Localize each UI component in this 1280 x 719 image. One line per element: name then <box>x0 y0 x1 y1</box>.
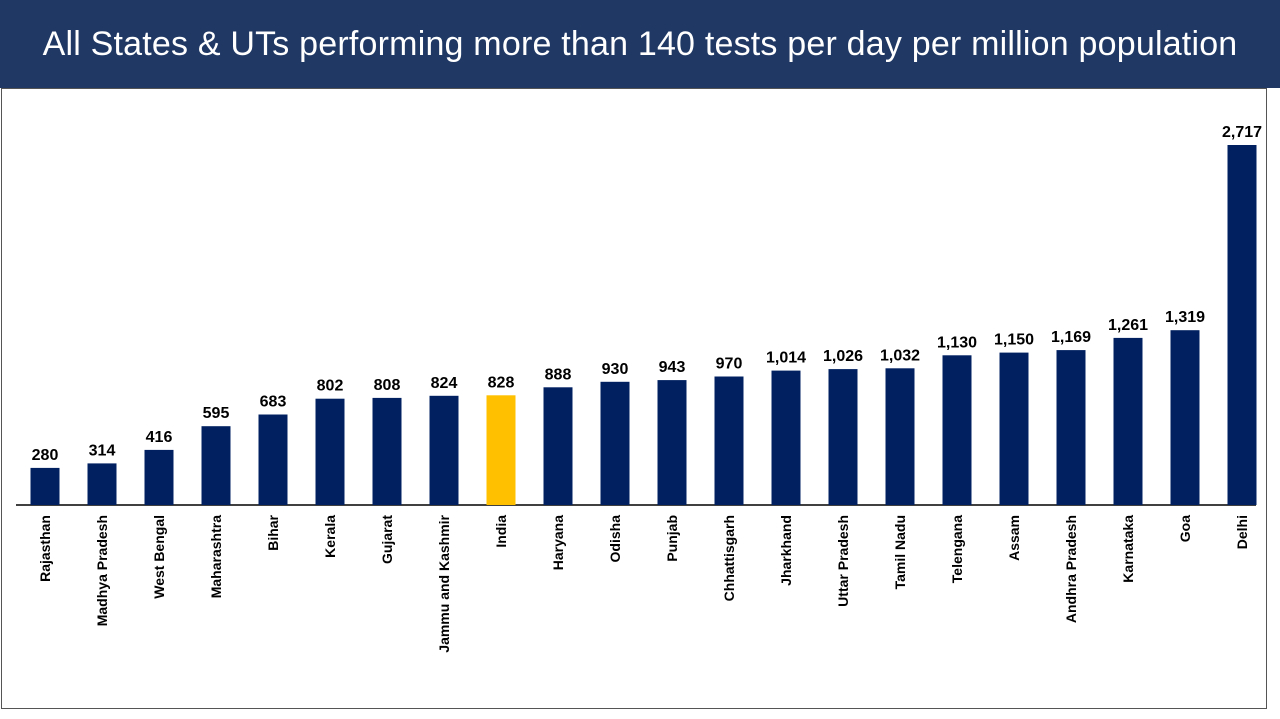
value-label-tamil-nadu: 1,032 <box>880 347 920 364</box>
title-banner: All States & UTs performing more than 14… <box>0 0 1280 88</box>
bar-assam <box>999 352 1029 505</box>
bar-haryana <box>543 387 573 505</box>
value-label-india: 828 <box>488 374 515 391</box>
value-label-maharashtra: 595 <box>203 405 230 422</box>
bar-west-bengal <box>144 449 174 505</box>
bar-telengana <box>942 355 972 505</box>
value-label-chhattisgarh: 970 <box>716 356 743 373</box>
category-label-tamil-nadu: Tamil Nadu <box>892 515 908 589</box>
category-label-odisha: Odisha <box>607 515 623 563</box>
value-label-punjab: 943 <box>659 359 686 376</box>
value-label-telengana: 1,130 <box>937 334 977 351</box>
value-label-jammu-and-kashmir: 824 <box>431 375 458 392</box>
category-label-bihar: Bihar <box>265 514 281 550</box>
category-label-telengana: Telengana <box>949 515 965 583</box>
bar-india <box>486 395 516 505</box>
bar-madhya-pradesh <box>87 463 117 505</box>
chart-area: 280 Rajasthan 314 Madhya Pradesh 416 West Ben… <box>1 88 1267 709</box>
value-label-west-bengal: 416 <box>146 429 173 446</box>
category-label-punjab: Punjab <box>664 515 680 562</box>
bar-maharashtra <box>201 426 231 505</box>
category-label-delhi: Delhi <box>1234 515 1250 549</box>
value-label-uttar-pradesh: 1,026 <box>823 348 863 365</box>
value-label-rajasthan: 280 <box>32 447 59 464</box>
bar-uttar-pradesh <box>828 369 858 505</box>
category-label-jammu-and-kashmir: Jammu and Kashmir <box>436 514 452 652</box>
bar-chhattisgarh <box>714 376 744 505</box>
category-label-karnataka: Karnataka <box>1120 515 1136 583</box>
category-label-haryana: Haryana <box>550 515 566 570</box>
value-label-odisha: 930 <box>602 361 629 378</box>
category-label-goa: Goa <box>1177 515 1193 542</box>
bar-kerala <box>315 398 345 505</box>
value-label-haryana: 888 <box>545 366 572 383</box>
value-label-assam: 1,150 <box>994 332 1034 349</box>
bar-andhra-pradesh <box>1056 350 1086 505</box>
value-label-andhra-pradesh: 1,169 <box>1051 329 1091 346</box>
category-label-gujarat: Gujarat <box>379 515 395 564</box>
value-label-jharkhand: 1,014 <box>766 350 806 367</box>
value-label-karnataka: 1,261 <box>1108 317 1148 334</box>
category-label-madhya-pradesh: Madhya Pradesh <box>94 515 110 626</box>
bar-tamil-nadu <box>885 368 915 505</box>
bar-rajasthan <box>30 467 60 505</box>
value-label-bihar: 683 <box>260 394 287 411</box>
category-label-india: India <box>493 515 509 548</box>
value-label-kerala: 802 <box>317 378 344 395</box>
category-label-kerala: Kerala <box>322 515 338 558</box>
category-label-rajasthan: Rajasthan <box>37 515 53 582</box>
category-label-chhattisgarh: Chhattisgarh <box>721 515 737 601</box>
value-label-gujarat: 808 <box>374 377 401 394</box>
bar-odisha <box>600 381 630 505</box>
category-label-west-bengal: West Bengal <box>151 515 167 599</box>
bar-punjab <box>657 380 687 505</box>
category-label-assam: Assam <box>1006 515 1022 561</box>
bar-goa <box>1170 330 1200 505</box>
chart-title: All States & UTs performing more than 14… <box>42 24 1238 63</box>
value-label-delhi: 2,717 <box>1222 124 1262 141</box>
bar-chart: 280 Rajasthan 314 Madhya Pradesh 416 West Ben… <box>16 124 1262 653</box>
bar-bihar <box>258 414 288 505</box>
bar-delhi <box>1227 145 1257 505</box>
category-label-andhra-pradesh: Andhra Pradesh <box>1063 515 1079 623</box>
bar-gujarat <box>372 397 402 505</box>
bar-jharkhand <box>771 370 801 505</box>
bar-jammu-and-kashmir <box>429 395 459 505</box>
category-label-uttar-pradesh: Uttar Pradesh <box>835 515 851 607</box>
value-label-goa: 1,319 <box>1165 309 1205 326</box>
category-label-maharashtra: Maharashtra <box>208 515 224 598</box>
value-label-madhya-pradesh: 314 <box>89 442 116 459</box>
category-label-jharkhand: Jharkhand <box>778 515 794 586</box>
bar-karnataka <box>1113 337 1143 505</box>
